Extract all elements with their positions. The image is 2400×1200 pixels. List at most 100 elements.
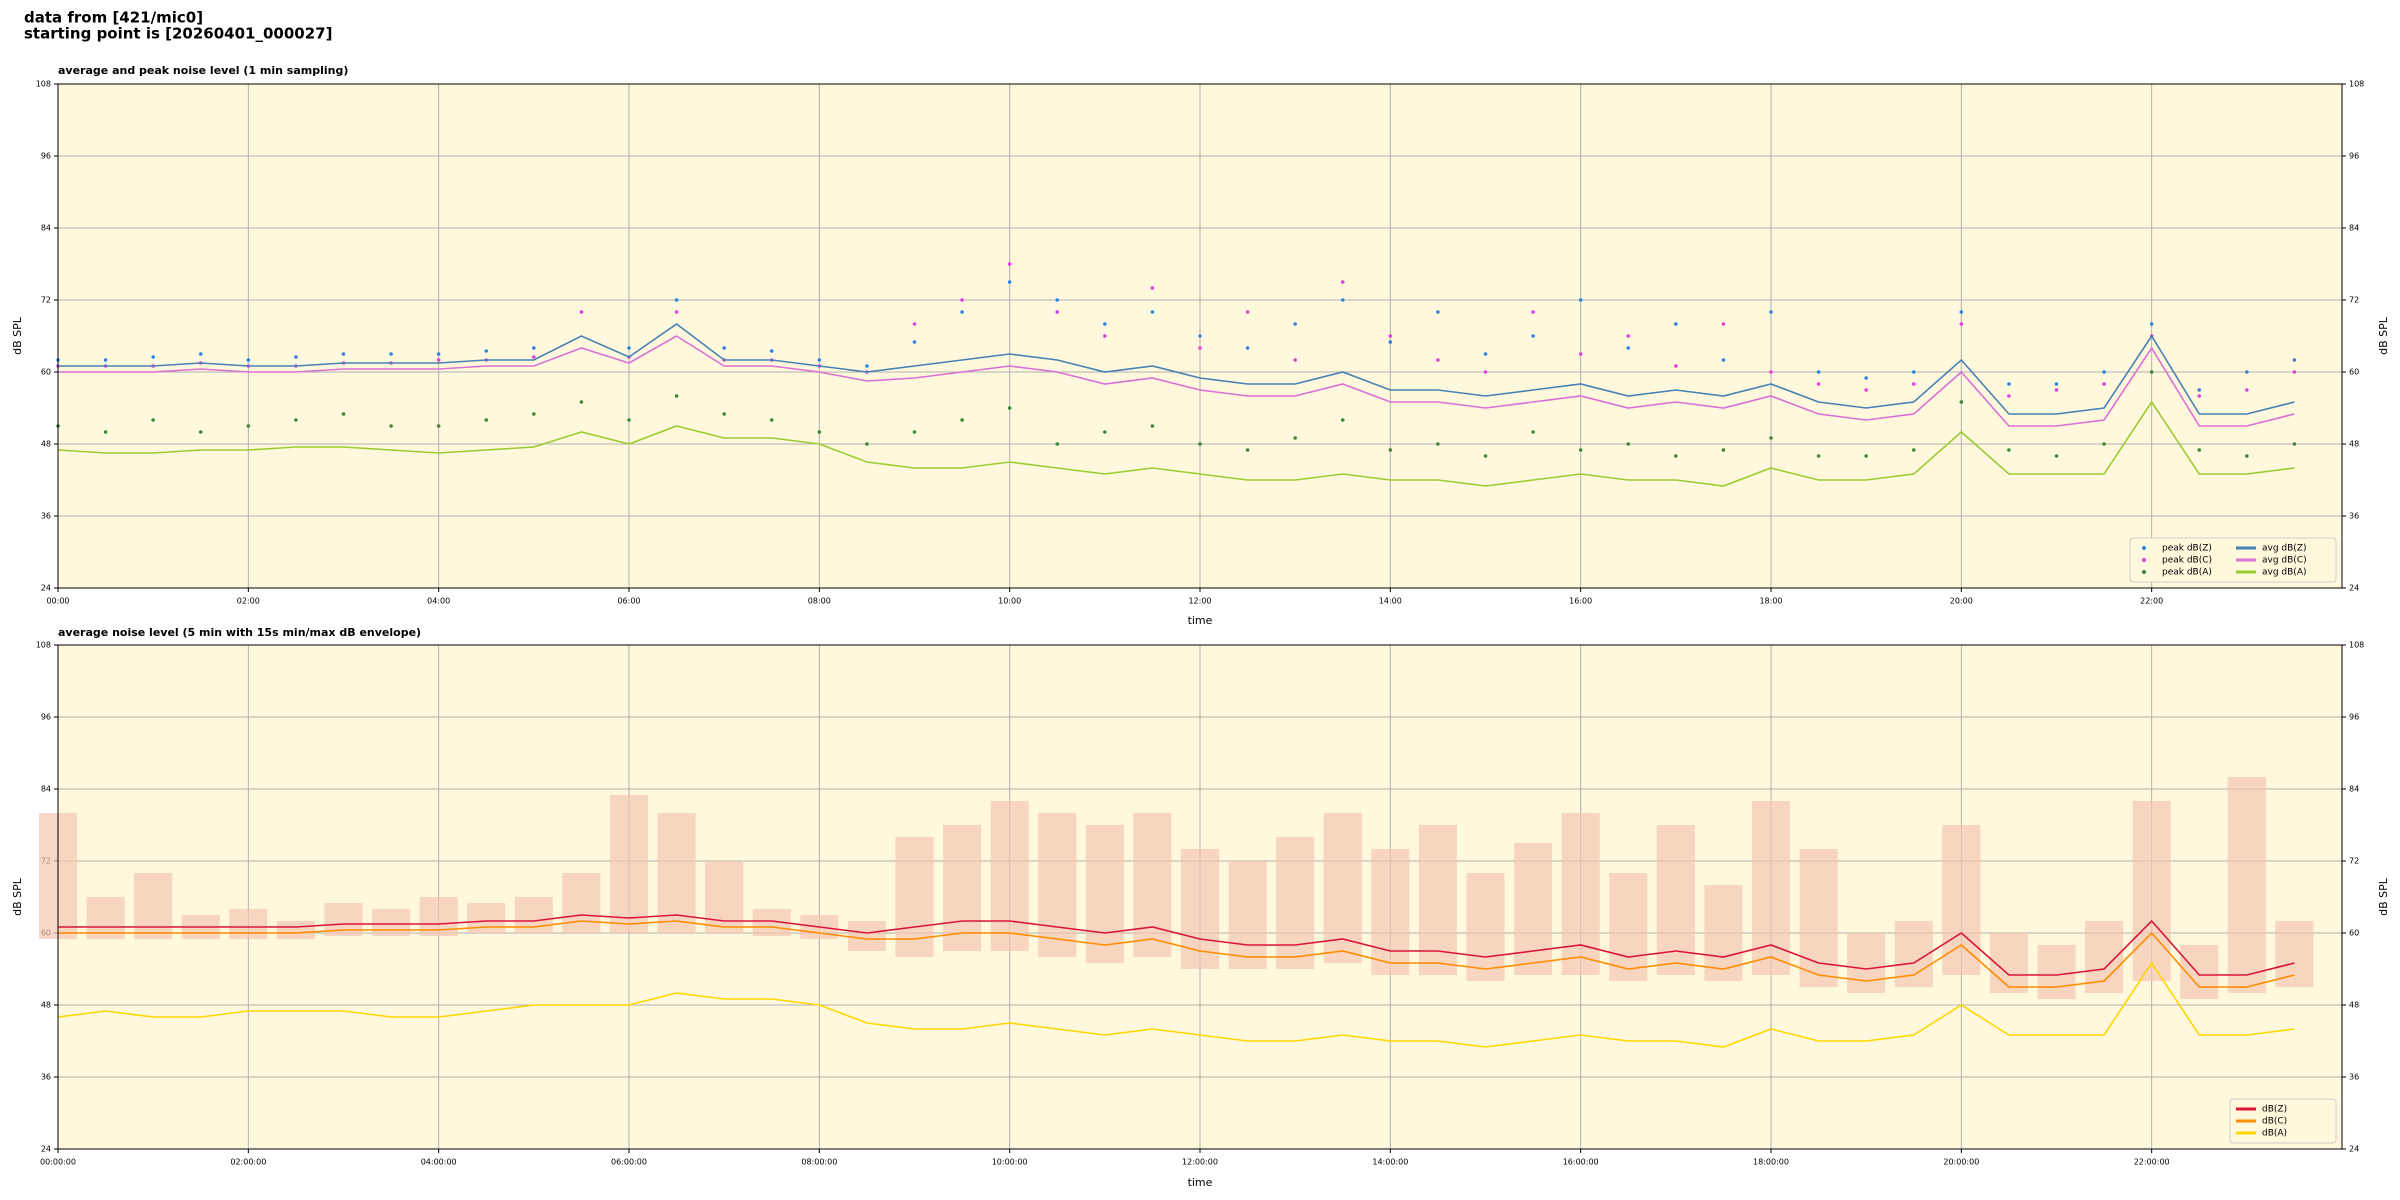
peak-point xyxy=(532,355,536,359)
peak-point xyxy=(1721,322,1726,326)
y-axis-label: dB SPL xyxy=(11,316,24,355)
peak-point xyxy=(1103,430,1107,434)
peak-point xyxy=(1959,400,1964,404)
peak-point xyxy=(1626,334,1631,338)
peak-point xyxy=(1436,358,1440,362)
x-tick-label: 04:00:00 xyxy=(421,1158,457,1167)
peak-point xyxy=(532,346,536,350)
x-tick-label: 08:00 xyxy=(808,597,831,606)
peak-point xyxy=(1436,310,1440,314)
legend-label: avg dB(C) xyxy=(2262,556,2307,566)
peak-point xyxy=(1816,370,1821,374)
envelope-range xyxy=(943,825,982,951)
peak-point xyxy=(960,298,964,302)
peak-point xyxy=(1150,286,1155,290)
y-tick-label: 108 xyxy=(2349,641,2364,650)
y-tick-label: 84 xyxy=(41,224,51,233)
y-tick-label: 84 xyxy=(2349,224,2359,233)
series-line xyxy=(57,961,2295,1048)
peak-point xyxy=(389,352,393,356)
envelope-range xyxy=(1847,933,1886,993)
peak-point xyxy=(1055,310,1060,314)
peak-point xyxy=(627,418,631,422)
envelope-range xyxy=(1942,825,1981,975)
y-tick-label: 36 xyxy=(2349,1073,2359,1082)
peak-point xyxy=(960,418,964,422)
x-tick-label: 00:00:00 xyxy=(40,1158,76,1167)
legend-label: avg dB(Z) xyxy=(2262,544,2307,554)
header-line: starting point is [20260401_000027] xyxy=(24,25,332,43)
peak-point xyxy=(2245,454,2249,458)
x-tick-label: 02:00:00 xyxy=(230,1158,266,1167)
plot-border xyxy=(57,83,2343,589)
envelope-range xyxy=(657,813,696,933)
peak-point xyxy=(2054,382,2059,386)
peak-point xyxy=(1769,310,1773,314)
y-tick-label: 24 xyxy=(2349,584,2359,593)
peak-point xyxy=(1388,334,1393,338)
peak-point xyxy=(1959,322,1964,326)
peak-point xyxy=(674,394,679,398)
x-tick-label: 10:00:00 xyxy=(992,1158,1028,1167)
envelope-range xyxy=(562,873,601,933)
envelope-range xyxy=(847,921,886,951)
x-tick-label: 20:00:00 xyxy=(1943,1158,1979,1167)
peak-point xyxy=(1198,334,1202,338)
peak-point xyxy=(1531,430,1535,434)
peak-point xyxy=(912,322,917,326)
x-tick-label: 02:00 xyxy=(237,597,260,606)
peak-point xyxy=(960,310,964,314)
envelope-range xyxy=(990,801,1029,951)
x-tick-label: 22:00 xyxy=(2140,597,2163,606)
peak-point xyxy=(198,430,203,434)
peak-point xyxy=(103,430,108,434)
legend-label: dB(A) xyxy=(2262,1129,2287,1139)
peak-point xyxy=(436,424,441,428)
legend-box xyxy=(2129,537,2337,583)
y-tick-label: 48 xyxy=(41,440,51,449)
peak-point xyxy=(674,310,679,314)
x-tick-label: 06:00:00 xyxy=(611,1158,647,1167)
peak-point xyxy=(865,364,869,368)
series-line xyxy=(58,335,2295,427)
x-tick-label: 16:00:00 xyxy=(1563,1158,1599,1167)
y-tick-label: 72 xyxy=(2349,857,2359,866)
y-tick-label: 24 xyxy=(41,1145,51,1154)
peak-point xyxy=(1388,340,1393,344)
peak-point xyxy=(1864,388,1868,392)
y-tick-label: 72 xyxy=(2349,296,2359,305)
peak-point xyxy=(1721,448,1726,452)
x-tick-label: 16:00 xyxy=(1569,597,1592,606)
peak-point xyxy=(1911,382,1916,386)
peak-point xyxy=(1816,382,1821,386)
x-axis-label: time xyxy=(1188,1176,1213,1189)
y-tick-label: 36 xyxy=(41,1073,51,1082)
peak-point xyxy=(2197,394,2202,398)
peak-point xyxy=(2007,382,2011,386)
peak-point xyxy=(1293,358,1297,362)
peak-point xyxy=(1674,364,1678,368)
envelope-range xyxy=(1799,849,1838,987)
envelope-range xyxy=(372,909,411,936)
envelope-range xyxy=(2275,921,2314,987)
peak-point xyxy=(1674,322,1678,326)
envelope-range xyxy=(1180,849,1220,969)
peak-point xyxy=(865,442,869,446)
envelope-range xyxy=(2037,945,2076,999)
peak-point xyxy=(2245,388,2249,392)
y-tick-label: 60 xyxy=(41,368,51,377)
envelope-range xyxy=(1038,813,1077,957)
envelope-range xyxy=(1323,813,1362,963)
envelope-range xyxy=(1751,801,1791,975)
x-tick-label: 18:00 xyxy=(1759,597,1782,606)
peak-point xyxy=(2149,370,2154,374)
y-axis-label: dB SPL xyxy=(2377,877,2390,916)
peak-point xyxy=(1674,454,1678,458)
y-tick-label: 60 xyxy=(2349,929,2359,938)
peak-point xyxy=(294,355,298,359)
envelope-range xyxy=(2132,801,2171,981)
peak-point xyxy=(579,310,584,314)
series-line xyxy=(58,914,2295,976)
peak-point xyxy=(1007,262,1012,266)
